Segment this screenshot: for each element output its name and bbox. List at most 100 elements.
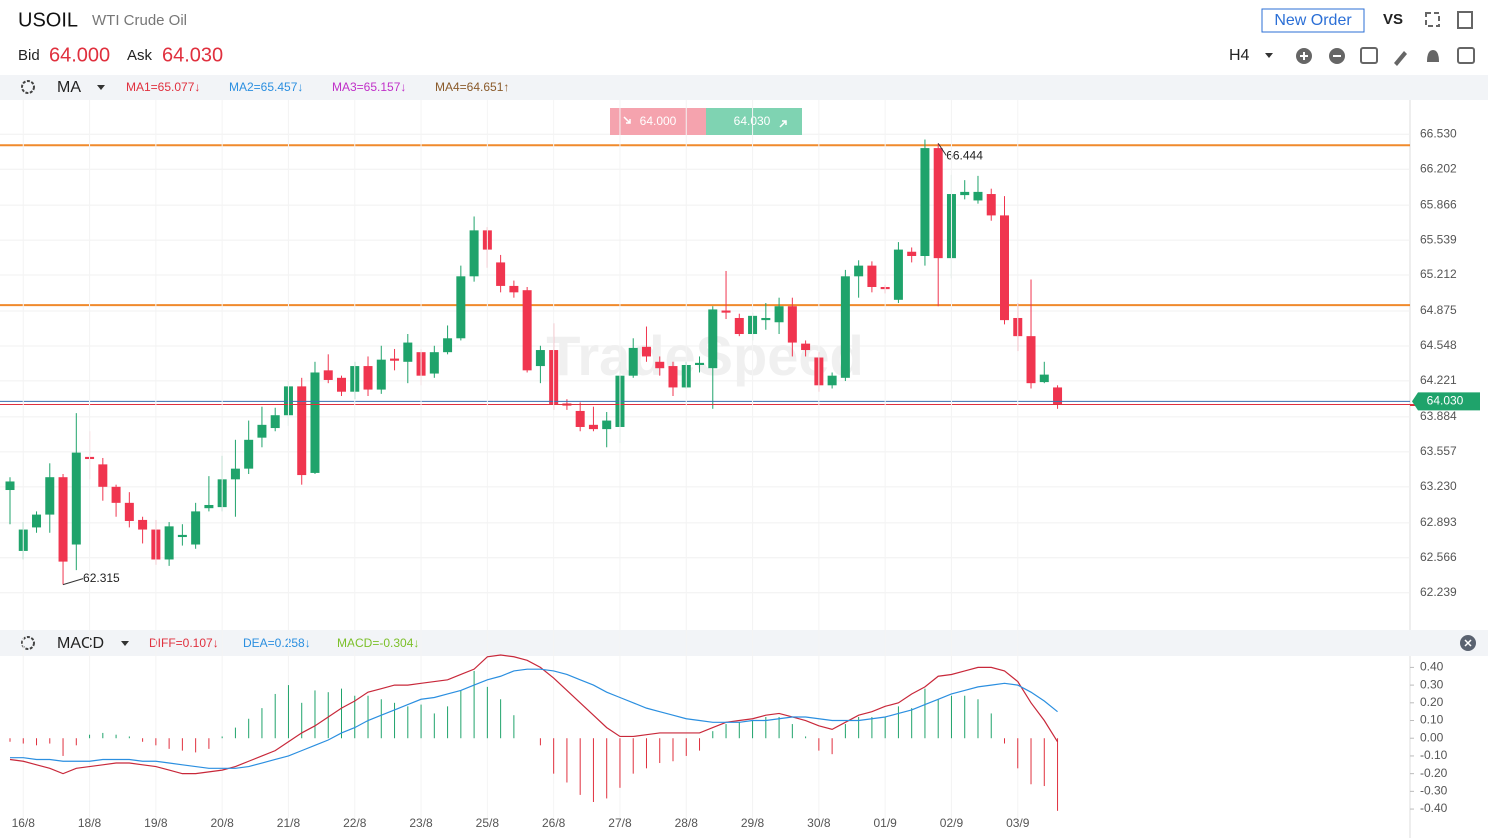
candle-body: [986, 194, 996, 216]
candle-body: [138, 519, 148, 530]
x-tick-label: 02/9: [940, 816, 964, 830]
y-tick-label: 63.557: [1420, 444, 1457, 458]
timeframe[interactable]: H4: [1229, 47, 1250, 64]
indicator-value: MA1=65.077↓: [126, 80, 200, 94]
x-tick-label: 01/9: [873, 816, 897, 830]
y-tick-label: 62.239: [1420, 585, 1457, 599]
watermark: TradeSpeed: [546, 324, 863, 387]
toolbar-icons: [1296, 47, 1475, 66]
candle-body: [960, 191, 970, 196]
macd-settings[interactable]: [21, 636, 35, 650]
dea-line: [10, 668, 1058, 769]
y-tick-label: 63.884: [1420, 409, 1457, 423]
vs-button[interactable]: VS: [1383, 11, 1403, 28]
x-tick-label: 22/8: [343, 816, 367, 830]
indicator-value: MACD=-0.304↓: [337, 636, 419, 650]
up-arrow: [779, 120, 787, 128]
y-tick-label: 64.221: [1420, 373, 1457, 387]
indicator-value: DEA=0.258↓: [243, 636, 311, 650]
x-tick-label: 29/8: [741, 816, 765, 830]
macd-toolbar: [0, 630, 1488, 656]
indicator-value: MA3=65.157↓: [332, 80, 406, 94]
candle-body: [98, 464, 108, 487]
ma-settings[interactable]: [21, 80, 35, 94]
candle-body: [907, 251, 917, 257]
candle-body: [204, 504, 214, 509]
indicator-value: MA2=65.457↓: [229, 80, 303, 94]
y-tick-label: 65.866: [1420, 197, 1457, 211]
candle-body: [376, 359, 386, 390]
chart-type[interactable]: [1360, 47, 1378, 64]
candle-body: [893, 249, 903, 300]
down-arrow: [623, 116, 631, 124]
candle-body: [244, 439, 254, 469]
x-tick-label: 28/8: [675, 816, 699, 830]
x-tick-label: 27/8: [608, 816, 632, 830]
y-tick-label: 65.212: [1420, 267, 1457, 281]
ma-indicator[interactable]: MA: [57, 79, 81, 96]
macd-dropdown[interactable]: [121, 641, 129, 646]
candle-body: [522, 290, 532, 371]
max-label: 66.444: [946, 149, 983, 163]
candle-body: [177, 534, 187, 538]
candle-body: [191, 511, 201, 545]
candle-body: [323, 370, 333, 380]
y-tick-label: 64.548: [1420, 338, 1457, 352]
indicators[interactable]: [1457, 47, 1475, 64]
y-tick-label: 0.00: [1420, 730, 1444, 744]
ma-dropdown[interactable]: [97, 85, 105, 90]
candle-body: [270, 415, 280, 429]
alert[interactable]: [1427, 50, 1439, 62]
timeframe-dropdown[interactable]: [1265, 53, 1273, 58]
sell-price[interactable]: 64.000: [640, 114, 677, 128]
candle-body: [297, 386, 307, 476]
candle-body: [310, 372, 320, 473]
x-tick-label: 16/8: [12, 816, 36, 830]
last-price-box: [1412, 392, 1480, 411]
candle-body: [390, 358, 400, 361]
candle-body: [45, 477, 55, 515]
y-tick-label: 0.30: [1420, 677, 1444, 691]
candle-body: [32, 514, 42, 528]
new-order-label[interactable]: New Order: [1274, 12, 1352, 29]
sell-badge[interactable]: [610, 108, 706, 135]
candle-body: [761, 317, 771, 321]
draw-tool[interactable]: [1394, 51, 1407, 66]
x-tick-label: 21/8: [277, 816, 301, 830]
candle-body: [708, 309, 718, 369]
candle-body: [535, 350, 545, 367]
candle-body: [734, 317, 744, 335]
candle-body: [973, 191, 983, 201]
window-icon[interactable]: [1457, 11, 1473, 29]
candle-body: [827, 375, 837, 386]
x-tick-label: 30/8: [807, 816, 831, 830]
x-tick-label: 26/8: [542, 816, 566, 830]
y-tick-label: 62.893: [1420, 515, 1457, 529]
bid-price: 64.000: [49, 44, 110, 66]
candle-body: [230, 468, 240, 480]
max-pointer: [937, 143, 947, 156]
candle-body: [920, 148, 930, 257]
close-sign: [1464, 639, 1472, 647]
x-tick-label: 25/8: [476, 816, 500, 830]
candle-body: [337, 377, 346, 392]
y-tick-label: -0.20: [1420, 766, 1448, 780]
y-tick-label: 64.875: [1420, 303, 1457, 317]
y-tick-label: 65.539: [1420, 232, 1457, 246]
candle-body: [1053, 387, 1063, 405]
symbol: USOIL: [18, 9, 78, 31]
candle-body: [443, 338, 453, 353]
candle-body: [867, 265, 877, 287]
new-order-button[interactable]: [1261, 8, 1365, 33]
y-tick-label: 66.202: [1420, 161, 1457, 175]
indicator-value: DIFF=0.107↓: [149, 636, 219, 650]
candle-body: [5, 481, 15, 491]
y-tick-label: 0.10: [1420, 713, 1444, 727]
candle-body: [58, 477, 68, 562]
candle-body: [641, 346, 651, 357]
macd-indicator[interactable]: MACD: [57, 635, 104, 652]
fullscreen-icon[interactable]: [1425, 12, 1440, 27]
